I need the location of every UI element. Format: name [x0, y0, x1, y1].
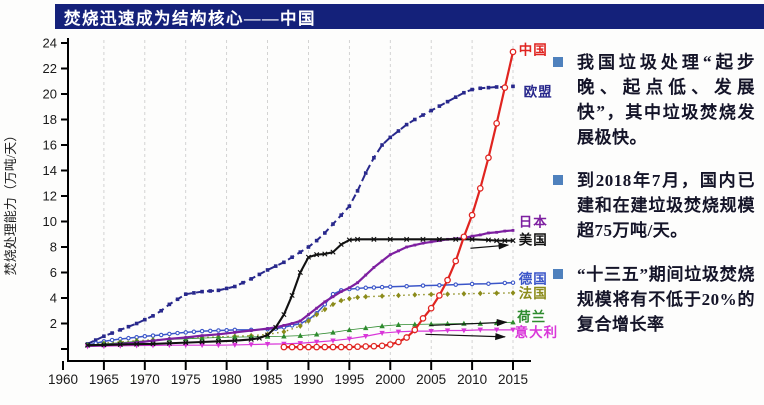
series-label-germany: 德国 — [519, 270, 548, 286]
y-tick-label: 20 — [43, 87, 57, 102]
bullet-item-1: 我国垃圾处理“起步晚、起点低、发展快”，其中垃圾焚烧发展极快。 — [553, 50, 756, 150]
series-eu — [85, 84, 515, 346]
series-france — [85, 290, 516, 348]
series-japan — [86, 229, 515, 348]
bullet-1-seg-1: 我国垃圾处理 — [577, 53, 703, 72]
bullet-text-2: 到2018年7月，国内已建和在建垃圾焚烧规模超75万吨/天。 — [577, 168, 755, 243]
bullet-1-seg-3: ，其中垃圾焚烧发展极快。 — [577, 103, 756, 147]
bullet-text-1: 我国垃圾处理“起步晚、起点低、发展快”，其中垃圾焚烧发展极快。 — [577, 50, 755, 150]
series-label-italy: 意大利 — [515, 324, 559, 340]
x-tick-label: 2005 — [416, 372, 446, 387]
y-tick-label: 22 — [43, 61, 57, 76]
x-tick-label: 1965 — [89, 372, 119, 387]
y-axis-title: 焚烧处理能力（万吨/天） — [3, 129, 18, 276]
bullet-text-3: “十三五”期间垃圾焚烧规模将有不低于20%的复合增长率 — [577, 262, 755, 337]
series-label-china: 中国 — [519, 41, 548, 57]
bullet-2-seg-1: 到2018年7月，国内已建和在建垃圾焚烧规模超75万吨/天。 — [577, 171, 755, 240]
annotation-arrow — [470, 242, 510, 250]
annotation-arrow — [425, 332, 507, 341]
y-tick-label: 2 — [50, 316, 57, 331]
bullet-3-seg-1: “十三五”期间垃圾焚烧规模将有不低于20%的复合增长率 — [577, 265, 755, 334]
y-tick-label: 16 — [43, 138, 57, 153]
series-label-us: 美国 — [519, 231, 548, 247]
y-tick-label: 18 — [43, 112, 57, 127]
series-label-netherlands: 荷兰 — [516, 309, 546, 325]
series-us — [84, 236, 516, 348]
x-tick-label: 2015 — [498, 372, 528, 387]
y-tick-label: 14 — [43, 163, 57, 178]
y-tick-label: 6 — [50, 265, 57, 280]
y-tick-label: 8 — [50, 240, 57, 255]
x-tick-label: 2000 — [375, 372, 405, 387]
page-title: 焚烧迅速成为结构核心——中国 — [64, 8, 316, 28]
title-bar: 焚烧迅速成为结构核心——中国 — [55, 4, 764, 29]
bullet-item-3: “十三五”期间垃圾焚烧规模将有不低于20%的复合增长率 — [553, 262, 756, 337]
bullet-1-seg-2: “起步晚、起点低、发展快” — [577, 52, 755, 122]
x-tick-label: 1980 — [212, 372, 242, 387]
series-label-eu: 欧盟 — [524, 84, 553, 100]
x-tick-label: 1975 — [171, 372, 201, 387]
series-label-france: 法国 — [519, 285, 548, 301]
y-tick-label: 10 — [43, 214, 57, 229]
bullet-square-icon — [553, 57, 563, 67]
series-label-japan: 日本 — [519, 214, 548, 230]
x-tick-label: 1990 — [293, 372, 323, 387]
series-italy — [84, 327, 516, 350]
series-china — [280, 48, 517, 351]
x-tick-label: 2010 — [457, 372, 487, 387]
annotation-arrow — [429, 319, 508, 327]
gridlines — [103, 40, 514, 361]
y-tick-label: 4 — [50, 291, 57, 306]
x-tick-label: 1985 — [253, 372, 283, 387]
x-tick-label: 1995 — [334, 372, 364, 387]
bullet-square-icon — [553, 269, 563, 279]
bullet-square-icon — [553, 175, 563, 185]
y-tick-label: 12 — [43, 189, 57, 204]
bullet-item-2: 到2018年7月，国内已建和在建垃圾焚烧规模超75万吨/天。 — [553, 168, 756, 243]
y-tick-label: 24 — [43, 36, 57, 51]
x-tick-label: 1970 — [130, 372, 160, 387]
x-tick-label: 1960 — [48, 372, 78, 387]
